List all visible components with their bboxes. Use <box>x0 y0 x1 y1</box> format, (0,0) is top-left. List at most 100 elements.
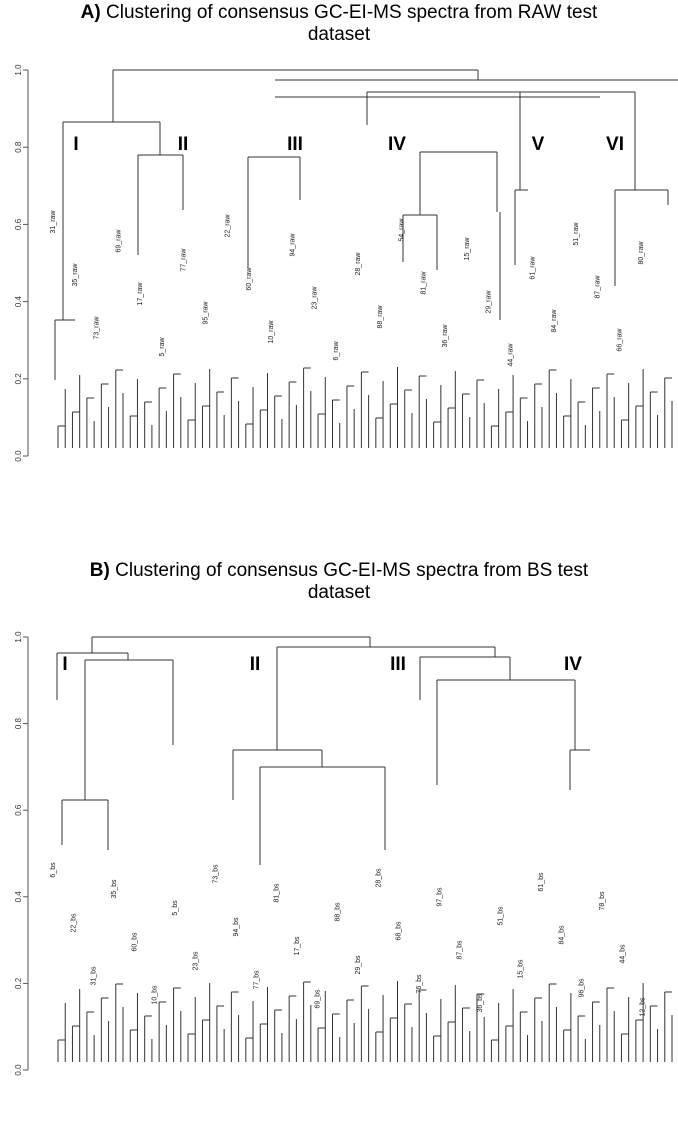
leaf-label: 5_bs <box>172 900 179 916</box>
dendrogram-branches <box>54 69 678 448</box>
leaf-label: 88_bs <box>335 902 342 922</box>
leaf-label: 80_raw <box>638 241 645 265</box>
panel-b-title: B) Clustering of consensus GC-EI-MS spec… <box>0 560 678 604</box>
leaf-label: 61_bs <box>538 872 545 892</box>
leaf-label: 69_bs <box>314 989 321 1009</box>
leaf-label: 15_bs <box>518 959 525 979</box>
y-tick: 0.8 <box>14 141 28 153</box>
y-tick-label: 0.8 <box>14 717 23 729</box>
y-tick: 0.4 <box>14 891 28 903</box>
leaf-label: 12_bs <box>640 997 647 1017</box>
leaf-label: 69_raw <box>115 229 122 253</box>
y-tick: 0.4 <box>14 295 28 307</box>
leaf-label: 10_raw <box>268 320 275 344</box>
y-tick: 0.2 <box>14 373 28 385</box>
leaf-label: 60_bs <box>131 932 138 952</box>
cluster-label-ii: II <box>250 654 261 675</box>
cluster-label-vi: VI <box>606 134 624 155</box>
cluster-label-i: I <box>73 134 78 155</box>
panel-b-letter: B) <box>89 560 110 581</box>
leaf-label: 28_bs <box>375 868 382 888</box>
leaf-label: 73_raw <box>94 316 101 340</box>
leaf-label: 23_bs <box>192 951 199 971</box>
leaf-label: 68_bs <box>396 921 403 941</box>
leaf-label: 22_raw <box>224 214 231 238</box>
leaf-label: 35_raw <box>72 263 79 287</box>
panel-a: A) Clustering of consensus GC-EI-MS spec… <box>0 0 678 560</box>
dendrogram-branches <box>56 636 673 1062</box>
leaf-label: 87_bs <box>457 940 464 960</box>
leaf-label: 54_raw <box>399 218 406 242</box>
leaf-label: 6_raw <box>333 341 340 361</box>
leaf-label: 81_bs <box>274 883 281 903</box>
leaf-label: 5_raw <box>159 337 166 357</box>
y-tick: 0.8 <box>14 717 28 729</box>
leaf-label: 51_raw <box>573 222 580 246</box>
cluster-label-iv: IV <box>388 134 406 155</box>
leaf-label: 94_raw <box>290 233 297 257</box>
y-tick: 0.6 <box>14 218 28 230</box>
cluster-label-i: I <box>62 654 67 675</box>
leaf-label: 29_bs <box>355 955 362 975</box>
leaf-label: 36_bs <box>477 993 484 1013</box>
y-tick-label: 0.6 <box>14 218 23 230</box>
y-tick-label: 0.2 <box>14 977 23 989</box>
leaf-label: 81_raw <box>420 271 427 295</box>
cluster-label-iii: III <box>390 654 406 675</box>
leaf-label: 29_raw <box>486 290 493 314</box>
leaf-label: 44_raw <box>508 343 515 367</box>
cluster-label-ii: II <box>178 134 189 155</box>
y-tick: 0.0 <box>14 1064 28 1076</box>
leaf-label: 17_raw <box>137 282 144 306</box>
dendrogram-a: 0.00.20.40.60.81.0I II III IV V VI31_raw35_ra… <box>14 64 678 462</box>
y-tick-label: 0.8 <box>14 141 23 153</box>
leaf-label: 76_bs <box>416 974 423 994</box>
leaf-label: 94_bs <box>233 917 240 937</box>
y-tick-label: 1.0 <box>14 64 23 76</box>
y-tick-label: 0.4 <box>14 891 23 903</box>
cluster-label-iii: III <box>287 134 303 155</box>
panel-a-title: A) Clustering of consensus GC-EI-MS spec… <box>0 2 678 46</box>
y-tick: 0.0 <box>14 450 28 462</box>
leaf-label: 87_raw <box>595 275 602 299</box>
leaf-label: 77_bs <box>253 970 260 990</box>
leaf-label: 73_bs <box>213 864 220 884</box>
leaf-label: 31_bs <box>91 966 98 986</box>
leaf-label: 15_raw <box>464 237 471 261</box>
leaf-label: 51_bs <box>497 906 504 926</box>
leaf-label: 17_bs <box>294 936 301 956</box>
panel-a-title-line1: Clustering of consensus GC-EI-MS spectra… <box>106 2 598 23</box>
y-tick-label: 0.6 <box>14 804 23 816</box>
y-tick-label: 0.0 <box>14 450 23 462</box>
panel-b: B) Clustering of consensus GC-EI-MS spec… <box>0 560 678 1139</box>
leaf-label: 6_bs <box>50 862 57 878</box>
leaf-label: 96_bs <box>579 978 586 998</box>
leaf-label: 61_raw <box>529 256 536 280</box>
y-tick: 0.6 <box>14 804 28 816</box>
dendrogram-b: 0.00.20.40.60.81.0I II III IV6_bs22_bs31_bs… <box>14 631 673 1076</box>
panel-a-title-line2: dataset <box>307 24 371 45</box>
cluster-label-v: V <box>532 134 545 155</box>
y-tick-label: 0.2 <box>14 373 23 385</box>
panel-b-title-line1: Clustering of consensus GC-EI-MS spectra… <box>115 560 589 581</box>
leaf-label: 44_bs <box>619 944 626 964</box>
cluster-label-iv: IV <box>564 654 582 675</box>
leaf-label: 28_raw <box>355 252 362 276</box>
leaf-label: 95_raw <box>203 301 210 325</box>
leaf-label: 84_raw <box>551 309 558 333</box>
leaf-label: 35_bs <box>111 879 118 899</box>
leaf-label: 23_raw <box>311 286 318 310</box>
panel-b-title-line2: dataset <box>307 582 371 603</box>
y-tick: 1.0 <box>14 631 28 643</box>
panel-a-letter: A) <box>80 2 101 23</box>
y-tick-label: 0.4 <box>14 295 23 307</box>
leaf-label: 84_bs <box>558 925 565 945</box>
leaf-label: 66_raw <box>616 328 623 352</box>
leaf-label: 88_raw <box>377 305 384 329</box>
y-tick-label: 0.0 <box>14 1064 23 1076</box>
leaf-label: 97_bs <box>436 887 443 907</box>
leaf-label: 77_raw <box>181 248 188 272</box>
leaf-label: 31_raw <box>50 210 57 234</box>
leaf-label: 10_bs <box>152 985 159 1005</box>
y-axis: 0.0 0.2 0.4 0.6 0.8 1.0 <box>14 631 29 1076</box>
